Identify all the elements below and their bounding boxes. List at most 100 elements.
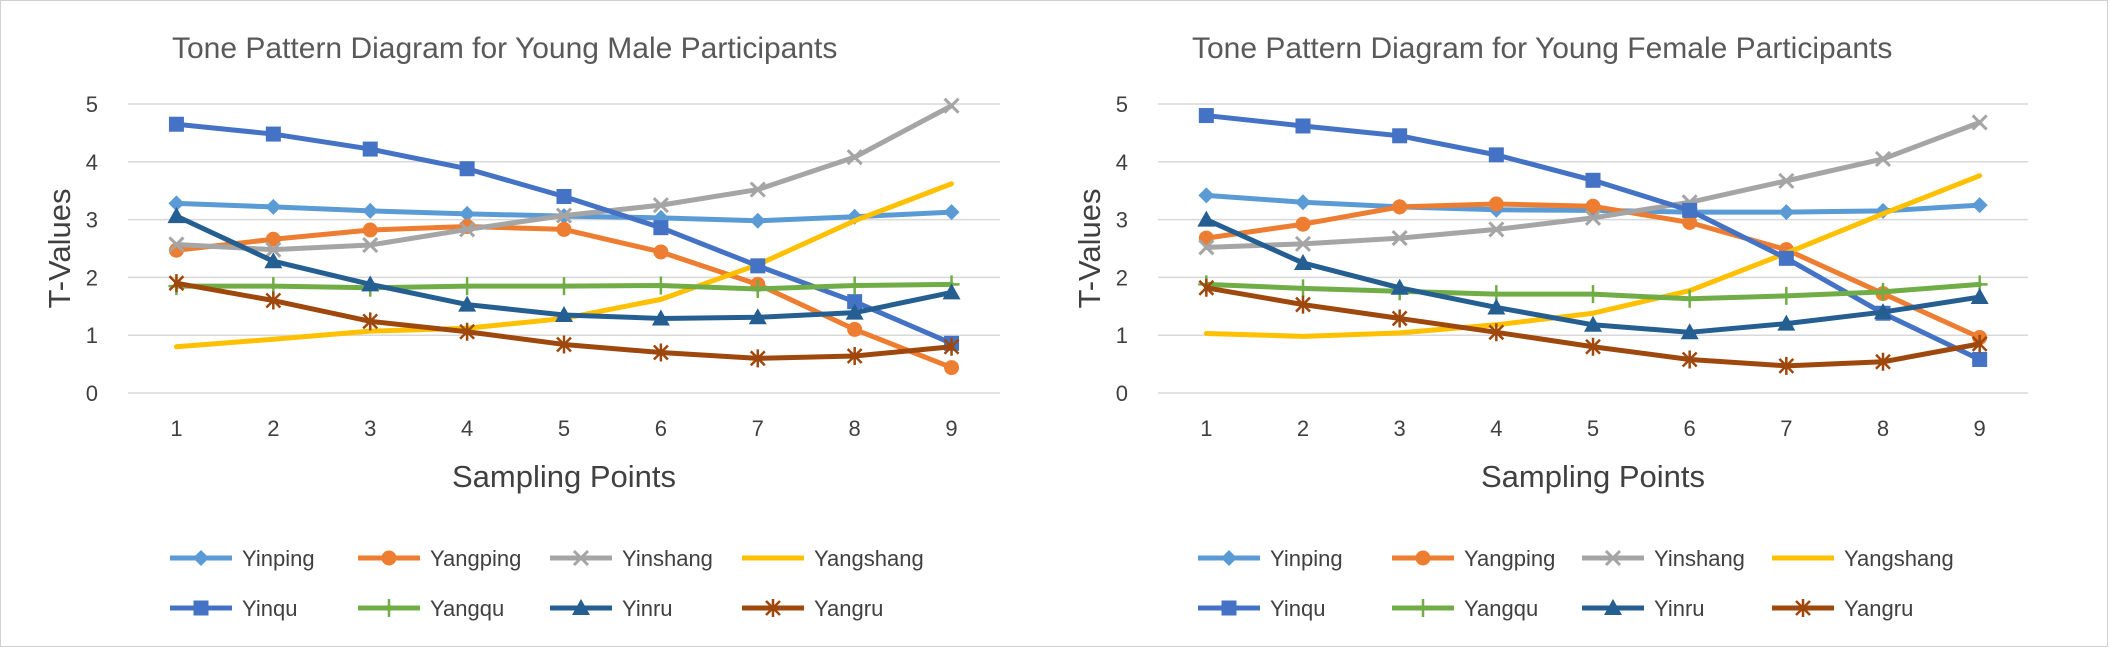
- y-tick-label: 4: [86, 150, 98, 175]
- legend-marker: [1604, 599, 1622, 615]
- data-point: [1778, 204, 1795, 221]
- female-participants-chart: Tone Pattern Diagram for Young Female Pa…: [1072, 32, 2028, 621]
- x-tick-label: 8: [1877, 416, 1889, 441]
- data-point: [555, 305, 573, 322]
- series-yinru: [167, 207, 961, 326]
- legend-label: Yinqu: [242, 596, 297, 621]
- data-point: [265, 126, 281, 142]
- legend-label: Yinping: [1270, 546, 1343, 571]
- data-point: [1874, 150, 1892, 167]
- series-yinshang: [168, 97, 960, 258]
- data-point: [458, 295, 477, 312]
- data-point: [1778, 356, 1795, 375]
- legend-marker: [193, 600, 209, 616]
- x-tick-label: 4: [461, 416, 473, 441]
- x-tick-label: 2: [267, 416, 279, 441]
- data-point: [653, 220, 669, 236]
- data-point: [1680, 323, 1699, 340]
- chart-title: Tone Pattern Diagram for Young Female Pa…: [1192, 32, 1892, 65]
- x-tick-label: 7: [1780, 416, 1792, 441]
- series-yangshang: [1203, 173, 1983, 339]
- x-tick-label: 2: [1297, 416, 1309, 441]
- x-tick-label: 6: [655, 416, 667, 441]
- series-yinqu: [168, 116, 960, 351]
- x-tick-label: 8: [849, 416, 861, 441]
- data-point: [556, 221, 572, 237]
- data-point: [944, 360, 960, 376]
- data-point: [1197, 210, 1216, 227]
- data-point: [459, 205, 476, 222]
- legend-label: Yangqu: [1464, 596, 1538, 621]
- data-point: [1585, 337, 1601, 356]
- data-point: [1584, 209, 1602, 226]
- legend: Yinping Yangping Yinshang Yangshang Yinqu Yan…: [170, 546, 924, 621]
- data-point: [168, 274, 185, 293]
- x-tick-label: 3: [364, 416, 376, 441]
- data-point: [1875, 352, 1891, 371]
- data-point: [1390, 278, 1409, 295]
- legend-label: Yangping: [1464, 546, 1555, 571]
- legend-item-yangru: Yangru: [1772, 596, 1913, 621]
- data-point: [1295, 118, 1311, 134]
- data-point: [1585, 172, 1601, 188]
- y-tick-label: 0: [86, 381, 98, 406]
- series-yangru: [168, 274, 960, 368]
- data-point: [846, 276, 863, 295]
- legend-label: Yinru: [1654, 596, 1705, 621]
- legend-item-yinshang: Yinshang: [550, 546, 713, 571]
- data-point: [1391, 309, 1408, 328]
- data-point: [1294, 235, 1312, 252]
- x-tick-label: 9: [945, 416, 957, 441]
- legend-item-yangqu: Yangqu: [1392, 596, 1538, 621]
- data-point: [1874, 303, 1892, 320]
- data-point: [1295, 194, 1311, 211]
- data-point: [1198, 239, 1215, 256]
- legend-marker: [1795, 599, 1811, 617]
- data-point: [556, 277, 572, 296]
- data-point: [1487, 298, 1506, 315]
- y-tick-label: 3: [1116, 208, 1128, 233]
- x-axis-title: Sampling Points: [1481, 459, 1705, 494]
- data-point: [750, 258, 766, 274]
- data-point: [1681, 289, 1698, 308]
- legend-label: Yangru: [814, 596, 883, 621]
- y-tick-label: 2: [1116, 265, 1128, 290]
- data-point: [1488, 196, 1504, 212]
- legend-marker: [381, 550, 397, 566]
- data-point: [1198, 187, 1215, 204]
- series-yangru: [1198, 278, 1988, 375]
- data-point: [1488, 221, 1505, 238]
- y-tick-label: 5: [86, 92, 98, 117]
- legend-item-yangping: Yangping: [1392, 546, 1555, 571]
- data-point: [1971, 334, 1988, 353]
- data-point: [749, 212, 766, 229]
- data-point: [362, 312, 379, 331]
- legend-label: Yinru: [622, 596, 673, 621]
- data-point: [459, 161, 475, 177]
- data-point: [1972, 351, 1988, 367]
- data-point: [167, 207, 186, 224]
- data-point: [459, 221, 476, 238]
- data-point: [265, 291, 282, 310]
- data-point: [846, 347, 863, 366]
- legend-marker: [1221, 550, 1237, 566]
- data-point: [1392, 199, 1408, 215]
- data-point: [1777, 314, 1796, 331]
- legend-item-yinru: Yinru: [550, 596, 673, 621]
- data-point: [1778, 172, 1795, 189]
- legend-item-yinshang: Yinshang: [1582, 546, 1745, 571]
- legend-label: Yinshang: [622, 546, 713, 571]
- data-point: [556, 335, 572, 354]
- data-point: [1585, 285, 1601, 304]
- data-point: [1971, 114, 1988, 131]
- legend-item-yangshang: Yangshang: [742, 546, 924, 571]
- data-point: [459, 322, 475, 341]
- y-axis-title: T-Values: [42, 188, 77, 308]
- data-point: [1682, 202, 1698, 218]
- legend-item-yinru: Yinru: [1582, 596, 1705, 621]
- data-point: [361, 275, 380, 292]
- legend-item-yinping: Yinping: [1198, 546, 1343, 571]
- x-tick-label: 4: [1490, 416, 1502, 441]
